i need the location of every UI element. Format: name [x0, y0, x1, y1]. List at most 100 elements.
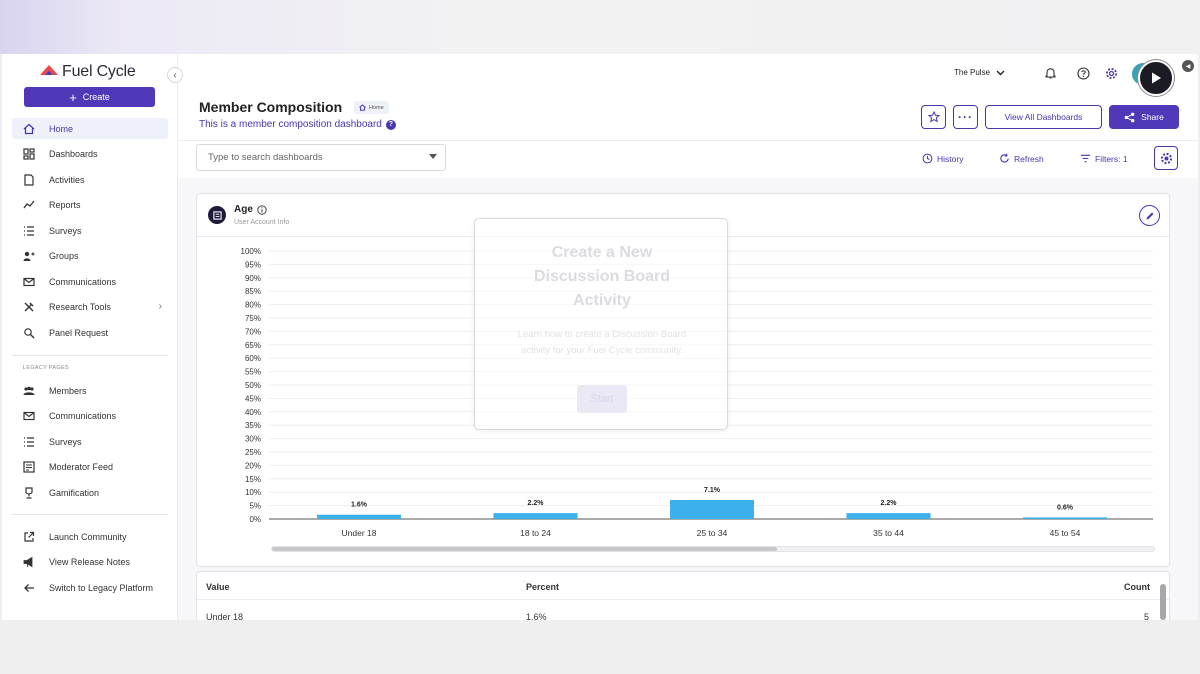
dashboards-icon [22, 147, 36, 161]
dashboard-search-input[interactable]: Type to search dashboards [196, 144, 446, 171]
sidebar-item-gamification[interactable]: Gamification [12, 482, 168, 503]
promo-start-button[interactable]: Start [577, 385, 627, 413]
sidebar-item-activities[interactable]: Activities [12, 169, 168, 190]
collapse-sidebar-button[interactable]: ‹ [167, 67, 183, 83]
y-tick-label: 95% [245, 260, 261, 269]
column-header-count[interactable]: Count [1124, 582, 1150, 592]
dashboard-settings-button[interactable] [1154, 146, 1178, 170]
promo-title: Create a New Discussion Board Activity [533, 244, 671, 309]
column-header-percent[interactable]: Percent [526, 582, 560, 592]
sidebar-item-panel-request[interactable]: Panel Request [12, 322, 168, 343]
sidebar-item-home[interactable]: Home [12, 118, 168, 139]
page-subtitle-text: This is a member composition dashboard [199, 119, 382, 130]
sidebar-item-label: Panel Request [49, 327, 109, 338]
sidebar-item-groups[interactable]: Groups [12, 246, 168, 267]
sidebar-item-label: Gamification [49, 487, 100, 498]
sidebar-item-label: Switch to Legacy Platform [49, 582, 154, 593]
sound-icon[interactable]: ◀ [1182, 60, 1194, 72]
help-icon [1076, 66, 1090, 80]
sidebar-item-research-tools[interactable]: Research Tools › [12, 297, 168, 318]
table-vertical-scrollbar[interactable] [1160, 584, 1166, 620]
create-button[interactable]: + Create [24, 87, 155, 107]
sidebar-item-members[interactable]: Members [12, 380, 168, 401]
clock-icon [922, 153, 933, 164]
sidebar-item-label: Communications [49, 276, 117, 287]
more-options-button[interactable]: ··· [953, 105, 978, 129]
breadcrumb[interactable]: Home [354, 101, 389, 114]
sidebar-item-legacy-communications[interactable]: Communications [12, 406, 168, 427]
y-tick-label: 75% [245, 314, 261, 323]
sidebar-item-surveys[interactable]: Surveys [12, 220, 168, 241]
pencil-icon [1146, 212, 1153, 219]
y-tick-label: 80% [245, 301, 261, 310]
gear-icon [1105, 67, 1117, 79]
sidebar-divider [12, 514, 168, 515]
sidebar-item-legacy-surveys[interactable]: Surveys [12, 431, 168, 452]
sidebar-item-switch-legacy[interactable]: Switch to Legacy Platform [12, 577, 168, 598]
fuel-cycle-logo-icon [40, 65, 58, 75]
brand-logo[interactable]: Fuel Cycle [40, 63, 136, 81]
tools-icon [22, 300, 36, 314]
favorite-button[interactable] [921, 105, 946, 129]
gear-icon [1160, 152, 1172, 164]
table-cell-value: Under 18 [206, 612, 244, 620]
external-link-icon [22, 530, 36, 544]
plus-icon: + [69, 89, 77, 105]
chart-horizontal-scrollbar[interactable] [271, 546, 1155, 552]
sidebar-item-label: Reports [49, 200, 81, 210]
sidebar-item-label: View Release Notes [49, 557, 130, 567]
community-selector[interactable]: The Pulse [954, 68, 1005, 77]
sidebar-item-communications[interactable]: Communications [12, 271, 168, 292]
groups-icon [22, 249, 36, 263]
help-button[interactable] [1075, 65, 1091, 81]
chevron-right-icon: › [158, 300, 162, 312]
share-icon [1124, 112, 1135, 122]
settings-button[interactable] [1103, 65, 1119, 81]
sidebar-item-reports[interactable]: Reports [12, 195, 168, 216]
y-tick-label: 90% [245, 274, 261, 283]
top-bar: The Pulse ◀ [178, 54, 1198, 96]
share-button[interactable]: Share [1109, 105, 1179, 129]
y-tick-label: 60% [245, 354, 261, 363]
column-header-value[interactable]: Value [206, 582, 230, 592]
sidebar-item-label: Moderator Feed [49, 462, 114, 472]
mail-icon [22, 409, 36, 423]
trophy-icon [22, 486, 36, 500]
sidebar-item-label: Dashboards [49, 149, 98, 159]
help-icon[interactable]: ? [385, 119, 396, 130]
y-tick-label: 20% [245, 461, 261, 470]
history-label: History [937, 153, 964, 164]
info-icon[interactable] [257, 204, 267, 215]
header-divider [178, 140, 1198, 141]
promo-text: Learn how to create a Discussion Board a… [517, 329, 687, 356]
share-button-label: Share [1141, 112, 1164, 122]
y-tick-label: 10% [245, 488, 261, 497]
bar [670, 499, 754, 519]
data-label: 2.2% [528, 500, 545, 507]
sidebar-item-moderator-feed[interactable]: Moderator Feed [12, 457, 168, 478]
sidebar-item-launch-community[interactable]: Launch Community [12, 526, 168, 547]
ellipsis-icon: ··· [958, 110, 973, 124]
bottom-nav: Launch Community View Release Notes Swit… [12, 526, 168, 603]
star-icon [927, 111, 940, 123]
play-button[interactable] [1138, 60, 1174, 96]
edit-widget-button[interactable] [1139, 205, 1160, 226]
reports-icon [22, 198, 36, 212]
age-data-table: Value Percent Count Under 18 1.6% 5 [196, 571, 1170, 620]
arrow-left-icon [22, 581, 36, 595]
view-all-dashboards-button[interactable]: View All Dashboards [985, 105, 1102, 129]
megaphone-icon [22, 555, 36, 569]
sidebar-item-dashboards[interactable]: Dashboards [12, 144, 168, 165]
refresh-icon [1000, 153, 1009, 163]
filters-button[interactable]: Filters: 1 [1080, 153, 1128, 164]
refresh-button[interactable]: Refresh [999, 153, 1044, 164]
sidebar-item-release-notes[interactable]: View Release Notes [12, 552, 168, 573]
scrollbar-thumb[interactable] [272, 547, 777, 551]
table-cell-percent: 1.6% [526, 612, 547, 620]
discussion-board-promo: Create a New Discussion Board Activity L… [474, 218, 728, 430]
y-tick-label: 25% [245, 448, 261, 457]
history-button[interactable]: History [922, 153, 963, 164]
sidebar-item-label: Research Tools [49, 302, 111, 312]
notifications-button[interactable] [1042, 65, 1058, 81]
bar [493, 513, 578, 519]
